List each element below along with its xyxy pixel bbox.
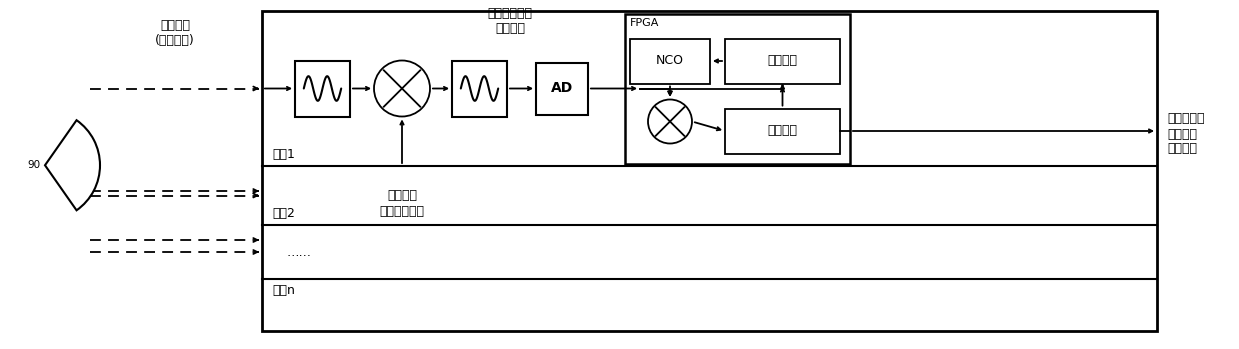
- Bar: [295, 60, 349, 117]
- Text: ……: ……: [287, 245, 312, 259]
- Bar: [629, 38, 710, 83]
- Text: 通道n: 通道n: [273, 284, 295, 297]
- Text: 基带信号: 基带信号: [1167, 127, 1197, 141]
- Text: NCO: NCO: [655, 54, 684, 67]
- Text: 校准后数字: 校准后数字: [1167, 112, 1204, 126]
- Text: AD: AD: [551, 82, 574, 96]
- Bar: [536, 62, 589, 114]
- Text: (线性调频): (线性调频): [155, 34, 195, 47]
- Text: 抽取滤波: 抽取滤波: [767, 125, 798, 138]
- Text: 通道2: 通道2: [273, 207, 295, 220]
- Text: 90: 90: [27, 160, 40, 170]
- Text: FPGA: FPGA: [629, 18, 659, 29]
- Bar: [624, 14, 850, 163]
- Text: 校准信号: 校准信号: [160, 19, 190, 32]
- Text: 模拟中频信号: 模拟中频信号: [487, 7, 533, 20]
- Text: 通道1: 通道1: [273, 148, 295, 161]
- Wedge shape: [45, 120, 100, 210]
- Text: （点频）: （点频）: [496, 22, 525, 35]
- Text: 频率测量: 频率测量: [767, 54, 798, 67]
- Text: （点频）: （点频）: [1167, 142, 1197, 156]
- Bar: [725, 38, 840, 83]
- Bar: [725, 109, 840, 154]
- Bar: [261, 11, 1157, 331]
- Text: 本振信号: 本振信号: [387, 189, 418, 202]
- Bar: [452, 60, 507, 117]
- Text: （线性调频）: （线性调频）: [379, 205, 425, 218]
